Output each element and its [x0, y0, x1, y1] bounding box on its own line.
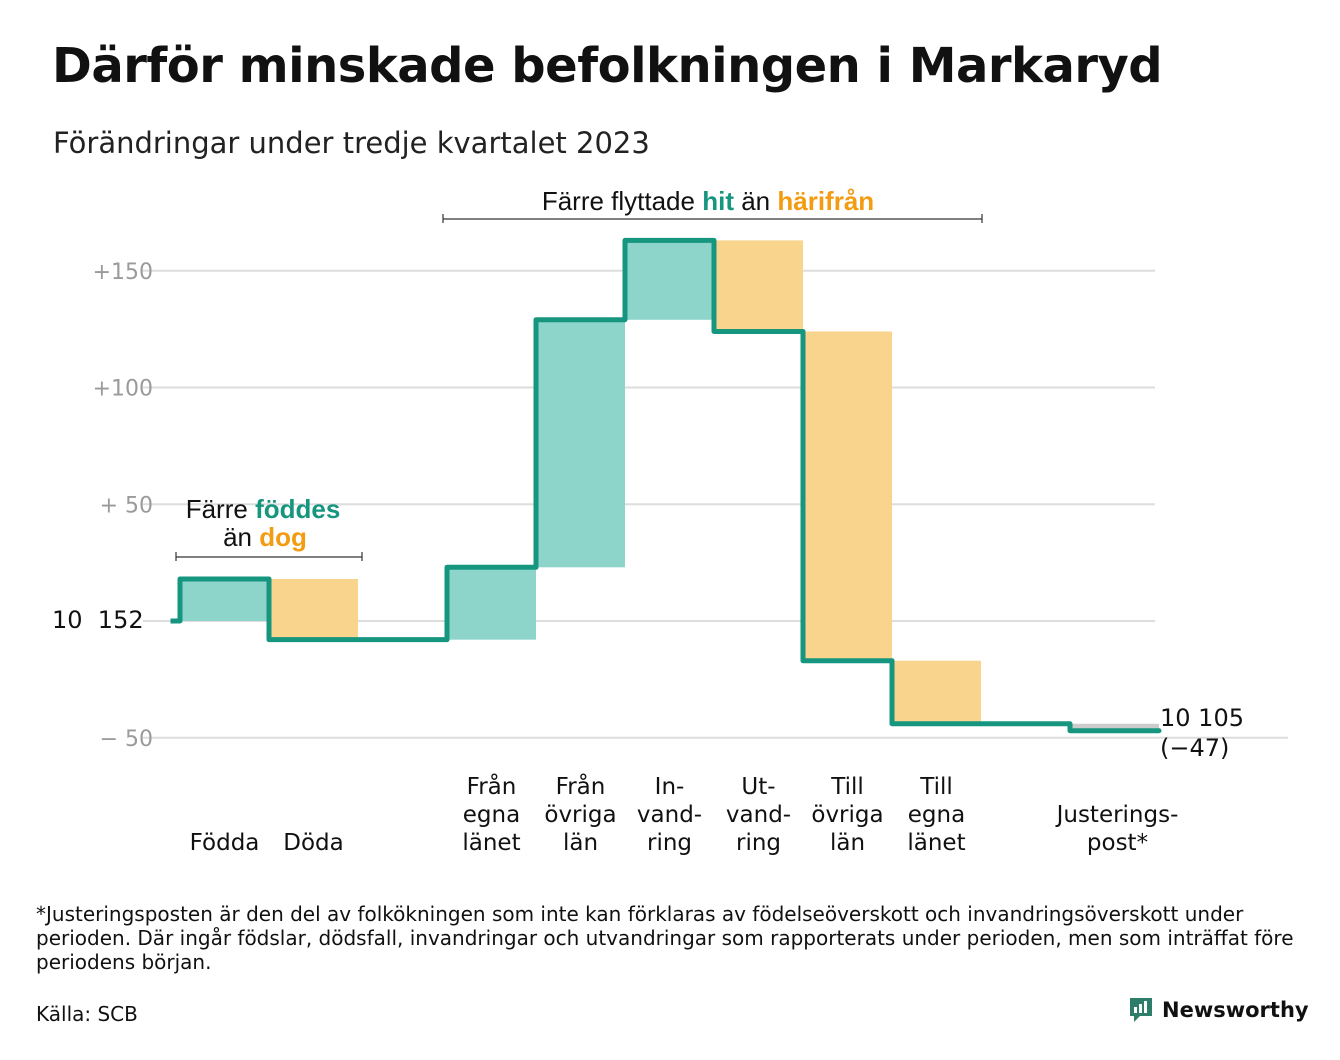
cumulative-step-line [170, 237, 1162, 734]
y-tick-label: − 50 [100, 727, 153, 752]
births-annotation-highlight-2: dog [259, 522, 307, 552]
bar [803, 331, 892, 661]
y-tick-label: + 50 [100, 493, 153, 518]
births-annotation-prefix-2: än [223, 522, 252, 552]
bar [536, 319, 625, 568]
chart-title: Därför minskade befolkningen i Markaryd [52, 38, 1163, 94]
y-tick-label: +100 [93, 377, 153, 402]
y-tick-label: +150 [93, 260, 153, 285]
bars [180, 240, 1159, 731]
migration-annotation-harifran: härifrån [777, 186, 874, 216]
bar [269, 578, 358, 640]
category-label: länet [462, 830, 520, 856]
migration-annotation: Färre flyttade hit än härifrån [442, 186, 983, 223]
chart-subtitle: Förändringar under tredje kvartalet 2023 [53, 126, 650, 160]
category-label: län [830, 830, 865, 856]
category-label: övriga [811, 802, 883, 828]
bar [714, 240, 803, 332]
category-label: län [563, 830, 598, 856]
category-label: vand- [637, 802, 702, 828]
waterfall-chart: +150+100+ 50− 50 Födda DödaFrånegnalänetF… [52, 186, 1288, 856]
end-value-label: 10 105 [1160, 704, 1244, 732]
newsworthy-logo-icon [1130, 998, 1152, 1022]
bar [625, 240, 714, 320]
births-annotation-highlight: föddes [255, 494, 340, 524]
migration-annotation-middle: än [741, 186, 770, 216]
category-label: post* [1087, 830, 1148, 856]
category-label: ring [736, 830, 781, 856]
category-label: länet [907, 830, 965, 856]
category-label: Ut- [741, 774, 775, 800]
births-bracket [175, 552, 363, 561]
bar [180, 578, 269, 621]
cumulative-line [170, 237, 1162, 734]
bar [447, 567, 536, 640]
births-annotation: Färre föddes än dog [175, 494, 363, 561]
y-axis-ticks: +150 +100 + 50 − 50 [93, 260, 153, 752]
category-label: Födda [190, 830, 260, 856]
bar [1070, 723, 1159, 731]
category-label: Döda [283, 830, 343, 856]
svg-text:än dog: än dog [223, 522, 307, 552]
brand-name: Newsworthy [1162, 998, 1309, 1022]
category-label: In- [655, 774, 685, 800]
births-annotation-prefix: Färre [186, 494, 248, 524]
source-label: Källa: SCB [36, 1002, 138, 1026]
category-label: Till [919, 774, 953, 800]
category-label: Till [830, 774, 864, 800]
category-label: övriga [544, 802, 616, 828]
category-labels: Födda DödaFrånegnalänetFrånövrigalänIn-va… [190, 772, 1179, 856]
svg-text:Färre flyttade h: Färre flyttade hit än härifrån [542, 186, 874, 216]
category-label: Från [467, 772, 517, 800]
category-label: vand- [726, 802, 791, 828]
brand-logo: Newsworthy [1128, 996, 1309, 1024]
category-label: ring [647, 830, 692, 856]
migration-annotation-hit: hit [702, 186, 734, 216]
footnote: *Justeringsposten är den del av folkökni… [36, 902, 1294, 974]
migration-bracket [442, 214, 983, 223]
start-value-label: 10 152 [52, 606, 144, 634]
svg-text:Färre föddes: Färre föddes [186, 494, 341, 524]
category-label: Från [556, 772, 606, 800]
end-change-label: (−47) [1160, 734, 1229, 762]
bar [892, 660, 981, 724]
category-label: egna [463, 802, 520, 828]
migration-annotation-prefix: Färre flyttade [542, 186, 695, 216]
category-label: egna [908, 802, 965, 828]
category-label: Justerings- [1055, 802, 1179, 828]
